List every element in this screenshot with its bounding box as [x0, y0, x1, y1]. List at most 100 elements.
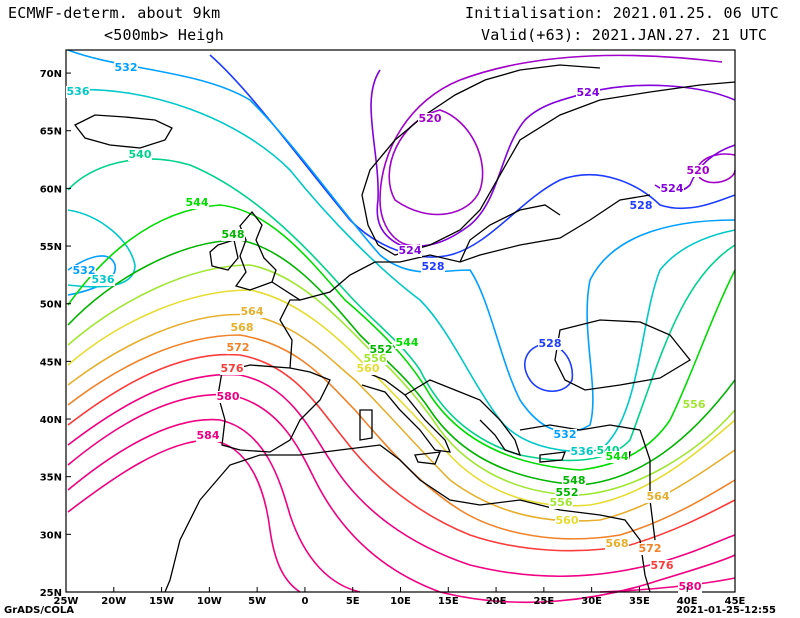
contour-label: 552 [370, 343, 393, 356]
lon-tick-label: 10W [197, 596, 222, 607]
contour-label: 572 [227, 341, 250, 354]
coast-europe-north [271, 194, 651, 301]
contour-label: 532 [115, 61, 138, 74]
contour-label: 544 [186, 196, 209, 209]
contour-label: 584 [197, 429, 220, 442]
coast-crete [539, 451, 566, 463]
contour-label: 524 [399, 244, 422, 257]
lat-tick-label: 55N [40, 242, 62, 253]
lon-tick-label: 20W [101, 596, 126, 607]
axis-ticks [65, 72, 736, 593]
coast-baltic [459, 204, 561, 263]
contour-label-bg [395, 337, 419, 349]
contour-568 [67, 353, 736, 552]
contour-label-bg [605, 451, 629, 463]
contour-label: 548 [222, 228, 245, 241]
contour-label: 532 [554, 428, 577, 441]
lat-tick-label: 40N [40, 415, 62, 426]
lat-tick-label: 25N [40, 588, 62, 599]
contour-label-bg [678, 581, 702, 593]
contour-label-bg [629, 200, 653, 212]
lon-tick-label: 20E [486, 596, 507, 607]
contour-label: 544 [606, 450, 629, 463]
coast-sardinia [359, 409, 373, 441]
lon-tick-label: 40E [677, 596, 698, 607]
contour-536 [67, 88, 736, 453]
model-title: ECMWF-determ. about 9km [8, 4, 221, 22]
contour-label-bg [240, 306, 264, 318]
contour-556 [67, 289, 736, 507]
contour-label-bg [185, 197, 209, 209]
contour-label-bg [555, 515, 579, 527]
contour-532 [67, 49, 736, 433]
contour-label-bg [638, 543, 662, 555]
contour-label: 568 [606, 537, 629, 550]
contour-label: 524 [577, 86, 600, 99]
contour-528-b [524, 343, 574, 393]
contour-564 [67, 334, 736, 540]
contour-560 [67, 313, 736, 522]
lat-tick-label: 65N [40, 127, 62, 138]
lat-tick-label: 35N [40, 473, 62, 484]
contour-labels: 5205205245245245285285285325325325365365… [66, 61, 710, 593]
contour-label-bg [226, 342, 250, 354]
contour-label-bg [363, 353, 387, 365]
contour-label: 548 [563, 474, 586, 487]
contour-label-bg [398, 245, 422, 257]
lon-tick-label: 30E [581, 596, 602, 607]
coast-levant [639, 429, 656, 541]
contour-label: 556 [364, 352, 387, 365]
contour-label-bg [562, 475, 586, 487]
contour-label: 556 [683, 398, 706, 411]
contour-524 [370, 69, 736, 248]
contour-label-bg [356, 363, 380, 375]
coast-france [279, 299, 300, 369]
lat-tick-label: 50N [40, 300, 62, 311]
lat-tick-label: 30N [40, 530, 62, 541]
lon-tick-label: 35E [629, 596, 650, 607]
contour-label-bg [421, 261, 445, 273]
contour-label: 576 [221, 362, 244, 375]
contour-label-bg [91, 274, 115, 286]
coast-scandinavia [361, 64, 736, 256]
contour-label: 528 [630, 199, 653, 212]
contour-label-bg [686, 165, 710, 177]
contour-label: 540 [129, 148, 152, 161]
contour-580 [67, 418, 361, 593]
contour-528 [209, 54, 736, 258]
field-title: <500mb> Heigh [104, 26, 224, 44]
valid-time: Valid(+63): 2021.JAN.27. 21 UTC [481, 26, 768, 44]
coast-sicily [414, 451, 442, 465]
contour-label: 520 [419, 112, 442, 125]
lat-tick-labels: 25N 30N 35N 40N 45N 50N 55N 60N 65N 70N [40, 69, 62, 599]
credit-label: GrADS/COLA [4, 605, 74, 616]
coast-balkans [404, 379, 522, 457]
contour-label-bg [538, 338, 562, 350]
contour-label-bg [650, 560, 674, 572]
contour-label: 556 [550, 496, 573, 509]
coast-britain [234, 210, 277, 291]
contour-label: 564 [647, 490, 670, 503]
contour-label: 560 [556, 514, 579, 527]
contour-540 [67, 158, 736, 462]
contour-label-bg [128, 149, 152, 161]
contour-label-bg [418, 113, 442, 125]
contour-label: 572 [639, 542, 662, 555]
contour-label-bg [72, 265, 96, 277]
contour-552 [67, 264, 736, 496]
contour-520-c [696, 153, 736, 184]
lon-tick-label: 15W [149, 596, 174, 607]
lon-tick-label: 45E [725, 596, 746, 607]
contour-576 [67, 393, 736, 604]
coastlines [74, 64, 736, 593]
contour-label-bg [216, 391, 240, 403]
contour-548 [67, 239, 736, 486]
contour-label: 552 [556, 486, 579, 499]
coast-black-sea [554, 319, 691, 391]
contour-label-bg [221, 229, 245, 241]
contour-532-b [67, 255, 116, 296]
contour-label-bg [660, 183, 684, 195]
contour-536-b [67, 209, 136, 288]
contour-label-bg [555, 487, 579, 499]
coast-italy [359, 369, 452, 453]
